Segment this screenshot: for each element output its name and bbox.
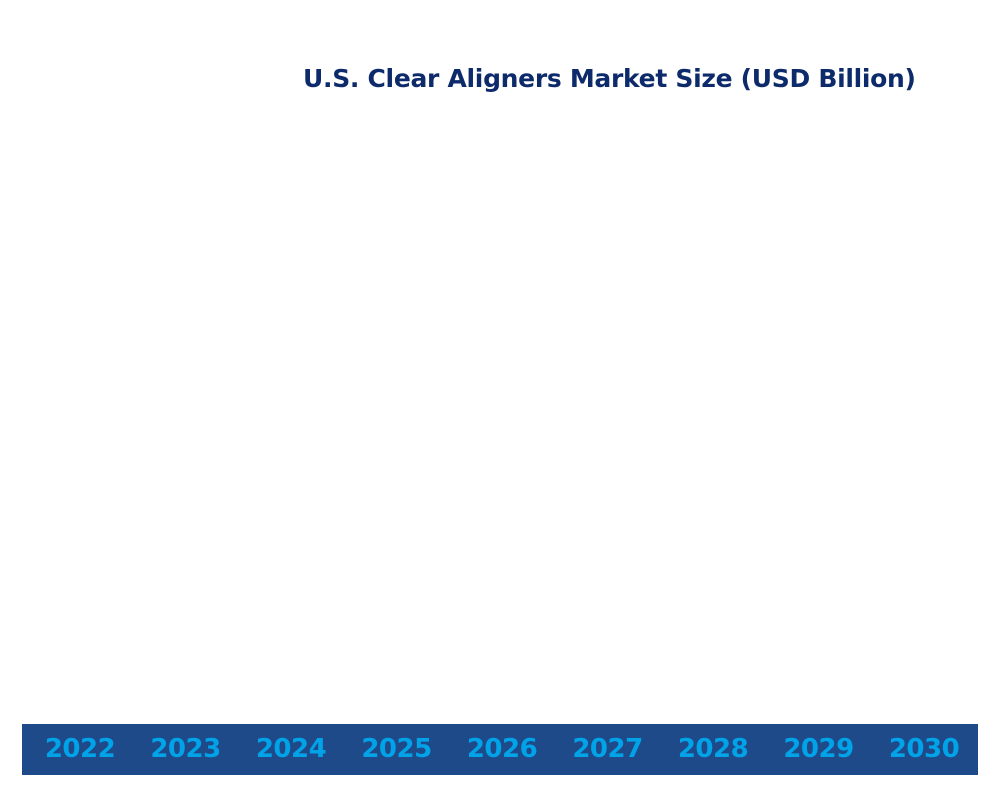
x-tick-label-2028: 2028	[677, 734, 749, 764]
x-tick-label-2027: 2027	[572, 734, 643, 764]
x-tick-label-2023: 2023	[150, 734, 221, 764]
x-tick-label-2022: 2022	[44, 734, 116, 764]
x-tick-label-2030: 2030	[888, 734, 960, 764]
chart-title: U.S. Clear Aligners Market Size (USD Bil…	[303, 64, 916, 93]
x-tick-label-2024: 2024	[255, 734, 327, 764]
x-tick-label-2025: 2025	[361, 734, 432, 764]
x-axis-band: 2022 2023 2024 2025 2026 2027 2028 2029 2030	[22, 724, 978, 775]
plot-area	[22, 110, 978, 722]
x-tick-label-2026: 2026	[466, 734, 538, 764]
x-tick-label-2029: 2029	[783, 734, 854, 764]
